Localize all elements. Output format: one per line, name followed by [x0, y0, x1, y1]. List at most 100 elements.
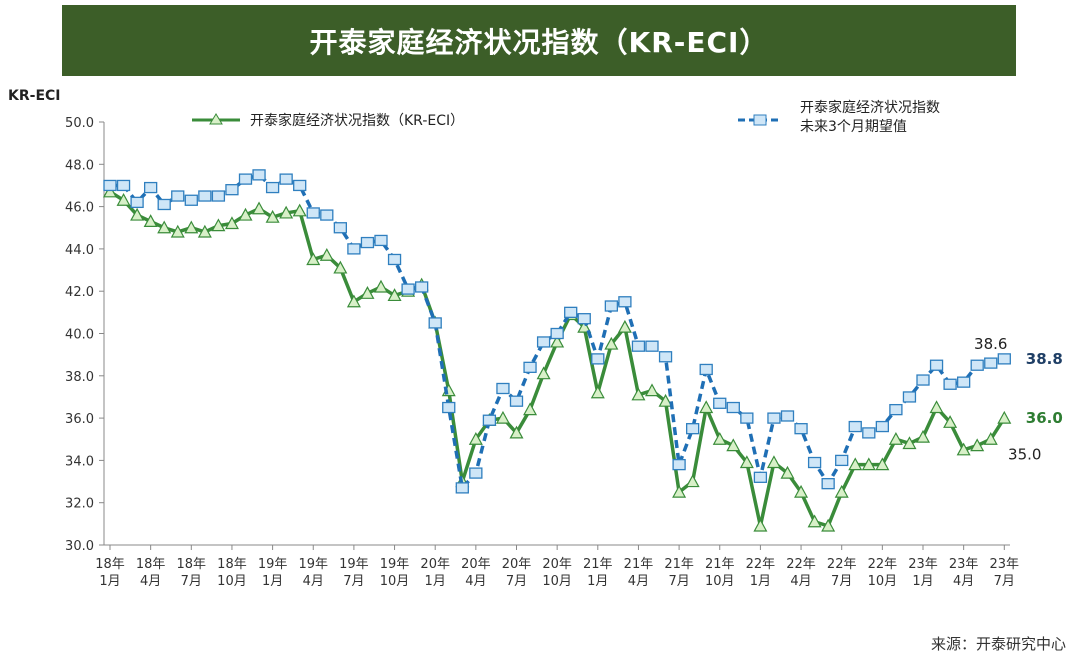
data-point-expectation — [848, 420, 862, 433]
data-point-eci — [902, 436, 917, 450]
x-tick-label: 19年 10月 — [380, 557, 410, 589]
series-line-0 — [109, 190, 1006, 529]
data-point-eci — [387, 288, 402, 302]
x-tick-label: 18年 7月 — [177, 557, 207, 589]
x-tick-label: 21年 4月 — [624, 557, 654, 589]
data-point-eci — [102, 184, 118, 198]
x-tick-label: 20年 10月 — [542, 557, 572, 589]
data-point-eci — [726, 438, 741, 452]
data-point-expectation — [984, 357, 998, 369]
data-point-expectation — [225, 184, 239, 196]
data-point-expectation — [442, 401, 456, 414]
x-tick-label: 19年 4月 — [298, 557, 328, 589]
data-point-expectation — [482, 414, 497, 426]
data-point-eci — [712, 431, 727, 445]
data-point-eci — [495, 410, 510, 424]
chart-title: 开泰家庭经济状况指数（KR-ECI） — [62, 5, 1016, 76]
data-point-expectation — [496, 382, 510, 395]
x-tick-label: 20年 4月 — [461, 557, 491, 589]
data-point-eci — [983, 431, 998, 445]
data-point-eci — [915, 429, 931, 443]
data-point-eci — [997, 410, 1012, 424]
data-point-expectation — [672, 458, 686, 471]
data-point-expectation — [198, 190, 212, 202]
data-label: 35.0 — [1008, 445, 1041, 463]
data-point-eci — [631, 387, 646, 401]
data-point-eci — [888, 431, 903, 445]
data-point-expectation — [347, 243, 361, 255]
data-point-eci — [956, 442, 971, 456]
y-tick-label: 30.0 — [65, 539, 94, 554]
data-point-eci — [306, 252, 321, 266]
data-point-expectation — [103, 179, 117, 192]
data-point-expectation — [591, 353, 605, 365]
data-point-expectation — [604, 300, 618, 312]
data-point-expectation — [997, 353, 1011, 365]
data-point-expectation — [970, 359, 984, 371]
data-point-expectation — [414, 281, 429, 293]
data-point-expectation — [753, 471, 768, 483]
data-point-expectation — [387, 253, 402, 266]
x-tick-label: 22年 4月 — [786, 557, 816, 589]
x-tick-label: 20年 7月 — [502, 557, 532, 589]
y-tick-label: 40.0 — [65, 328, 94, 343]
data-point-expectation — [306, 207, 320, 219]
y-tick-label: 34.0 — [65, 454, 94, 469]
x-tick-label: 21年 1月 — [583, 557, 613, 589]
data-point-expectation — [116, 179, 131, 192]
data-point-expectation — [740, 412, 754, 424]
data-point-expectation — [686, 423, 700, 435]
legend-expectation-square-icon — [753, 114, 767, 126]
data-point-expectation — [469, 467, 483, 479]
data-label: 38.6 — [974, 335, 1007, 353]
data-point-eci — [224, 216, 239, 230]
data-point-eci — [319, 247, 334, 261]
data-point-expectation — [509, 395, 524, 407]
data-point-expectation — [536, 336, 551, 348]
data-point-expectation — [726, 401, 740, 414]
data-point-eci — [523, 402, 538, 416]
data-point-expectation — [835, 454, 849, 467]
data-point-eci — [577, 319, 592, 333]
data-point-eci — [644, 383, 660, 397]
data-point-eci — [550, 334, 565, 348]
data-point-eci — [211, 218, 226, 232]
data-point-eci — [184, 220, 199, 234]
data-point-eci — [794, 484, 809, 498]
data-point-eci — [943, 415, 958, 428]
y-tick-label: 32.0 — [65, 497, 94, 512]
data-point-eci — [468, 431, 483, 445]
data-point-eci — [685, 474, 700, 488]
data-point-eci — [536, 366, 551, 380]
data-point-expectation — [645, 340, 659, 352]
data-point-eci — [130, 207, 145, 221]
x-tick-label: 23年 1月 — [908, 557, 938, 589]
x-tick-label: 22年 10月 — [868, 557, 898, 589]
data-point-expectation — [889, 403, 903, 416]
legend-eci-label: 开泰家庭经济状况指数（KR-ECI） — [250, 112, 464, 129]
data-point-expectation — [333, 222, 348, 234]
data-point-expectation — [130, 196, 144, 209]
data-label: 36.0 — [1026, 409, 1063, 427]
data-point-expectation — [807, 456, 822, 469]
data-point-expectation — [577, 313, 591, 325]
data-point-expectation — [902, 391, 917, 403]
data-point-expectation — [157, 198, 171, 211]
data-point-eci — [617, 319, 632, 333]
data-point-eci — [875, 457, 890, 471]
data-point-expectation — [875, 420, 889, 433]
data-point-eci — [143, 214, 158, 228]
data-point-eci — [929, 400, 944, 414]
data-point-eci — [699, 400, 714, 414]
data-point-expectation — [211, 190, 226, 202]
x-tick-label: 19年 1月 — [258, 557, 288, 589]
data-point-eci — [238, 207, 253, 221]
data-point-eci — [821, 518, 836, 532]
data-point-eci — [604, 336, 619, 350]
y-tick-label: 48.0 — [65, 158, 94, 173]
data-point-expectation — [713, 397, 727, 409]
x-tick-label: 18年 10月 — [217, 557, 247, 589]
data-point-eci — [848, 457, 863, 471]
data-point-expectation — [184, 194, 198, 206]
